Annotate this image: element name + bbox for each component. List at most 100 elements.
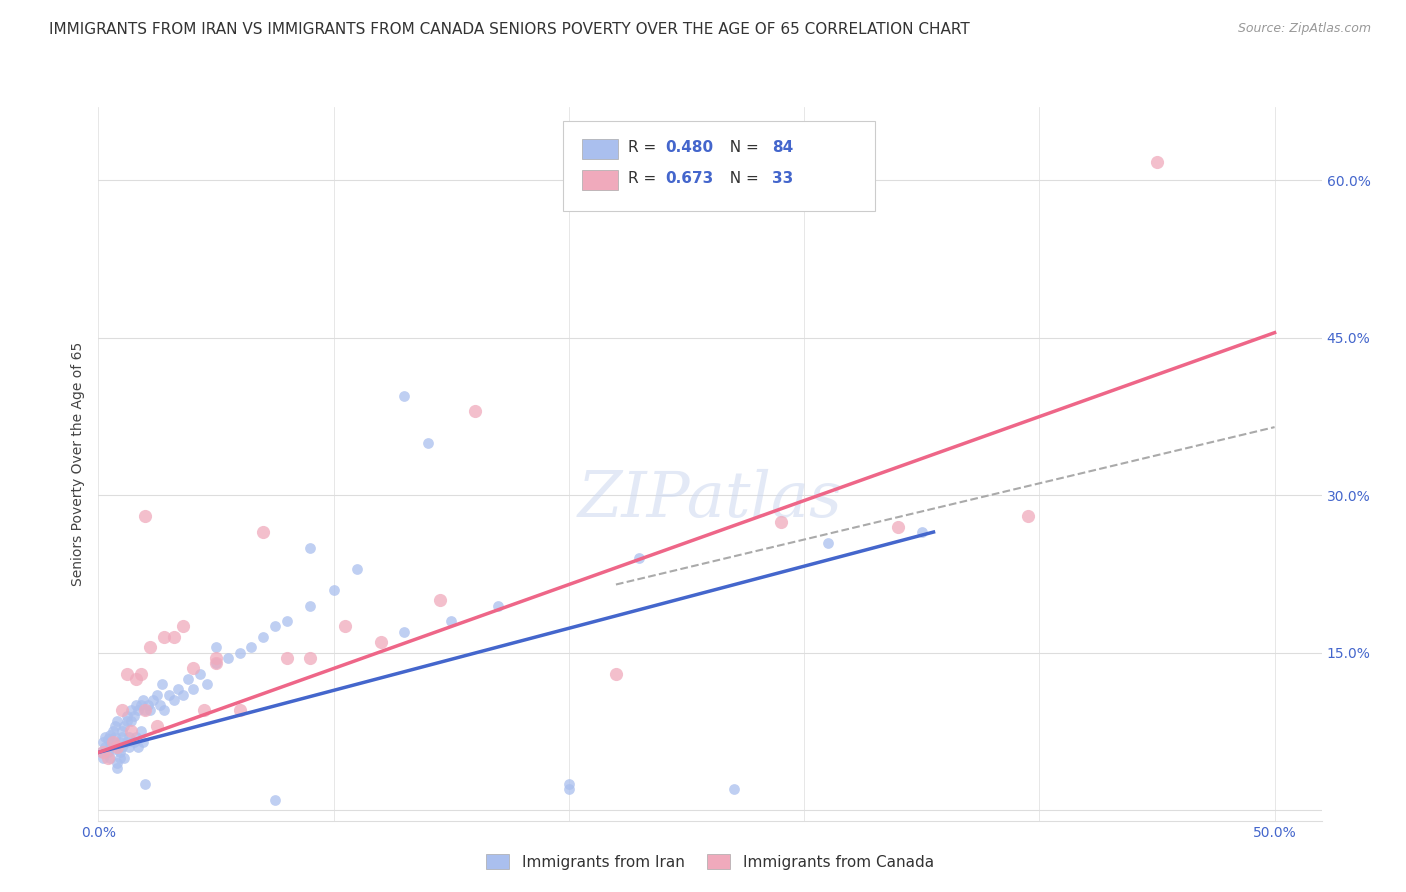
Point <box>153 630 176 644</box>
Point <box>111 740 134 755</box>
Point <box>134 703 156 717</box>
Point <box>1017 509 1039 524</box>
Point <box>122 735 145 749</box>
Point <box>150 677 173 691</box>
Point <box>167 682 190 697</box>
Point <box>276 614 298 628</box>
Point <box>153 703 176 717</box>
Point <box>205 657 228 671</box>
Point <box>322 582 344 597</box>
Point <box>252 630 274 644</box>
Point <box>104 742 127 756</box>
Point <box>115 714 138 728</box>
Point <box>172 688 194 702</box>
Point <box>392 389 416 403</box>
Point <box>115 666 138 681</box>
Text: N =: N = <box>720 171 763 186</box>
Point <box>120 703 142 717</box>
Point <box>139 703 162 717</box>
Point <box>172 619 194 633</box>
Point <box>181 682 204 697</box>
Point <box>605 666 627 681</box>
Point <box>205 651 228 665</box>
Point <box>163 693 186 707</box>
Point <box>101 724 124 739</box>
Point <box>817 535 839 549</box>
Point <box>769 515 792 529</box>
Point <box>132 735 155 749</box>
Point <box>370 635 392 649</box>
Point <box>392 624 416 639</box>
Point <box>127 740 149 755</box>
Point <box>118 740 141 755</box>
Point <box>335 619 357 633</box>
Point <box>163 630 186 644</box>
Point <box>205 657 228 671</box>
Point <box>228 646 250 660</box>
Point <box>157 688 180 702</box>
Point <box>98 740 121 755</box>
Point <box>112 750 135 764</box>
Point <box>146 688 169 702</box>
Point <box>299 599 322 613</box>
Point <box>440 614 463 628</box>
Point <box>299 541 322 555</box>
Point <box>98 728 121 742</box>
Point <box>101 735 124 749</box>
Point <box>228 703 250 717</box>
Point <box>193 703 215 717</box>
Point <box>94 730 117 744</box>
Point <box>139 640 162 655</box>
Text: IMMIGRANTS FROM IRAN VS IMMIGRANTS FROM CANADA SENIORS POVERTY OVER THE AGE OF 6: IMMIGRANTS FROM IRAN VS IMMIGRANTS FROM … <box>49 22 970 37</box>
Point <box>558 782 581 797</box>
Point <box>136 698 159 713</box>
Point <box>911 524 934 539</box>
Point <box>125 698 148 713</box>
Point <box>118 730 141 744</box>
Point <box>134 509 156 524</box>
Point <box>263 619 285 633</box>
Point <box>217 651 239 665</box>
Point <box>97 750 120 764</box>
Text: N =: N = <box>720 140 763 155</box>
Point <box>97 731 120 746</box>
Point <box>120 714 142 728</box>
Point <box>181 661 204 675</box>
Point <box>120 724 142 739</box>
Text: Source: ZipAtlas.com: Source: ZipAtlas.com <box>1237 22 1371 36</box>
Point <box>134 777 156 791</box>
Point <box>122 708 145 723</box>
Point <box>105 761 128 775</box>
Point <box>558 777 581 791</box>
Legend: Immigrants from Iran, Immigrants from Canada: Immigrants from Iran, Immigrants from Ca… <box>479 846 941 877</box>
Point <box>129 724 152 739</box>
Point <box>91 735 114 749</box>
Point <box>177 672 200 686</box>
Text: R =: R = <box>628 171 661 186</box>
Point <box>105 714 128 728</box>
Point <box>104 730 127 744</box>
Point <box>149 698 172 713</box>
Point <box>111 730 134 744</box>
Point <box>299 651 322 665</box>
Point <box>464 404 486 418</box>
Point <box>98 750 121 764</box>
Point <box>91 750 114 764</box>
Text: 33: 33 <box>772 171 793 186</box>
Point <box>416 435 439 450</box>
Text: 0.480: 0.480 <box>665 140 713 155</box>
Point <box>111 703 134 717</box>
Point <box>252 524 274 539</box>
Point <box>112 719 135 733</box>
Point <box>111 724 134 739</box>
Point <box>346 562 368 576</box>
Text: 84: 84 <box>772 140 793 155</box>
Point <box>141 693 163 707</box>
Point <box>101 735 124 749</box>
FancyBboxPatch shape <box>564 121 875 211</box>
Point <box>115 735 138 749</box>
Point <box>276 651 298 665</box>
Point <box>108 735 131 749</box>
Point <box>429 593 451 607</box>
FancyBboxPatch shape <box>582 169 619 190</box>
